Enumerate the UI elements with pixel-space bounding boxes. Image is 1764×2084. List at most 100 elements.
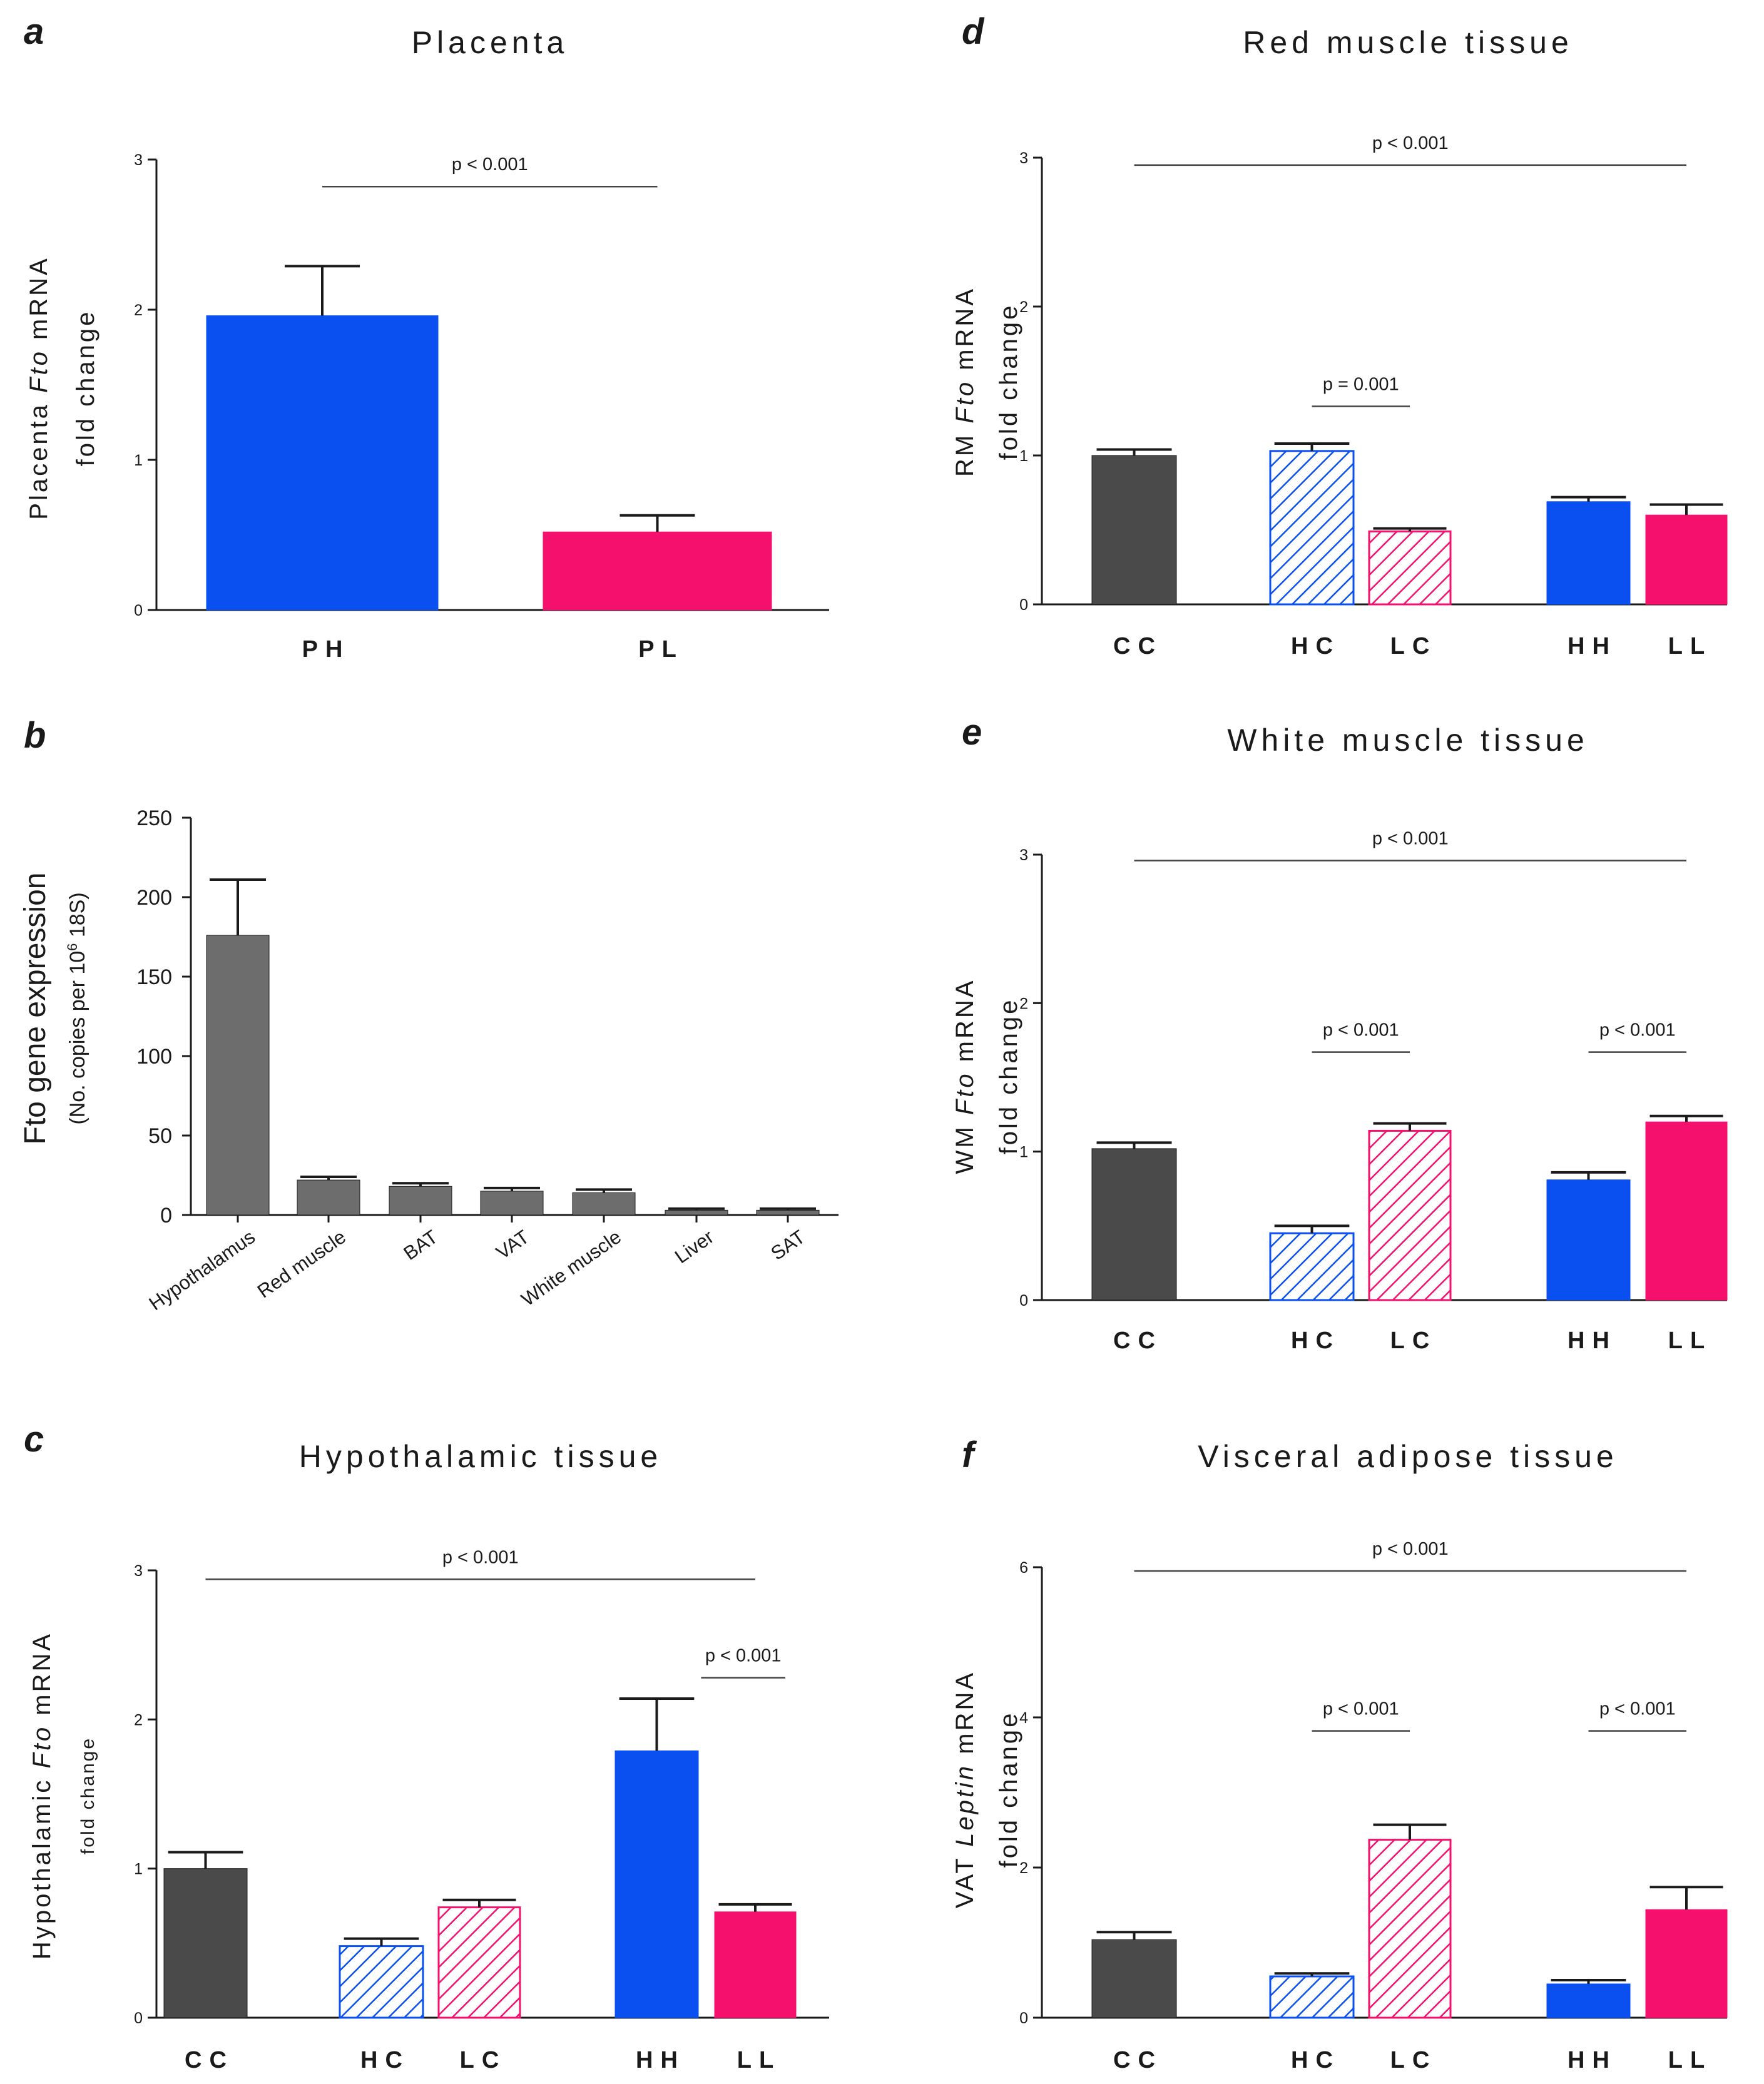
x-tick-label: LL (1668, 633, 1712, 659)
y-axis-label-text: RM (951, 424, 979, 477)
y-tick-label: 100 (136, 1045, 172, 1069)
y-tick-label: 3 (1019, 150, 1028, 167)
y-axis-label-gene: Fto (28, 1725, 56, 1769)
panel-a: a Placenta 0 1 2 3 PH PL p < 0.001 Placenta Fto m… (24, 11, 829, 663)
y-axis-label-units: fold change (78, 1737, 98, 1854)
bar-ll (1645, 514, 1728, 605)
y-tick-label: 1 (134, 452, 143, 469)
y-tick-label: 6 (1019, 1559, 1028, 1577)
panel-letter-e: e (962, 712, 982, 753)
bar-white-muscle (572, 1192, 636, 1216)
x-tick-label: LL (1668, 1328, 1712, 1354)
y-axis-label-text: WM (951, 1115, 979, 1174)
y-tick-label: 4 (1019, 1709, 1028, 1727)
bar-hc (1269, 1975, 1355, 2019)
panel-letter-c: c (24, 1419, 44, 1460)
x-tick-label: CC (1113, 2047, 1163, 2073)
significance-label: p < 0.001 (442, 1547, 519, 1567)
chart-title: White muscle tissue (1227, 723, 1589, 758)
bar-hh (614, 1750, 699, 2018)
x-tick-label: PH (302, 636, 350, 663)
bar-lc (1368, 530, 1452, 606)
x-tick-label: Hypothalamus (145, 1226, 259, 1314)
y-axis-label-units: fold change (72, 310, 99, 467)
y-axis-label: Fto gene expression (19, 873, 52, 1145)
y-tick-label: 2 (1019, 1859, 1028, 1877)
chart-title: Visceral adipose tissue (1198, 1439, 1618, 1474)
y-tick-label: 1 (1019, 447, 1028, 465)
y-tick-label: 2 (1019, 298, 1028, 316)
y-axis-units-exponent: 6 (64, 943, 80, 951)
bar-pl (543, 531, 772, 611)
bar-bat (389, 1186, 452, 1216)
panel-letter-f: f (962, 1435, 977, 1475)
x-tick-label: CC (1113, 1328, 1163, 1354)
y-axis-label-units: fold change (995, 303, 1022, 460)
y-axis-label-text: Hypothalamic (28, 1769, 56, 1959)
y-tick-label: 3 (134, 151, 143, 169)
x-tick-label: HH (1568, 633, 1617, 659)
x-tick-label: LC (1390, 633, 1437, 659)
y-tick-label: 2 (134, 1711, 143, 1729)
bar-hh (1546, 501, 1631, 605)
chart-title: Placenta (412, 25, 569, 60)
panel-letter-a: a (24, 11, 44, 52)
panel-letter-d: d (962, 11, 985, 52)
panel-c: c Hypothalamic tissue 0 1 2 3 CC HC LC HH LL p < 0.… (24, 1419, 829, 2073)
y-axis-label-units: fold change (995, 1711, 1022, 1868)
y-axis-label-gene: Fto (951, 380, 979, 424)
bar-hc (1269, 1232, 1355, 1301)
x-tick-label: White muscle (517, 1226, 625, 1310)
y-tick-label: 0 (1019, 596, 1028, 614)
x-tick-label: PL (638, 636, 684, 663)
x-tick-label: BAT (399, 1226, 442, 1264)
x-tick-label: LL (737, 2047, 781, 2073)
y-axis-label-units: fold change (995, 998, 1022, 1155)
panel-f: f Visceral adipose tissue 0 2 4 6 CC HC LC HH LL p … (951, 1435, 1728, 2073)
chart-title: Red muscle tissue (1243, 25, 1573, 60)
x-tick-label: VAT (492, 1226, 533, 1264)
bar-cc (1091, 1939, 1177, 2018)
significance-label: p < 0.001 (705, 1646, 782, 1666)
bar-hh (1546, 1179, 1631, 1301)
y-tick-label: 2 (1019, 995, 1028, 1012)
y-axis-units-text: (No. copies per 10 (66, 951, 89, 1125)
y-tick-label: 150 (136, 965, 172, 989)
significance-label: p < 0.001 (1599, 1020, 1676, 1040)
y-tick-label: 0 (160, 1204, 172, 1228)
y-axis-label: WM Fto mRNA (951, 978, 979, 1174)
x-tick-label: LC (1390, 2047, 1437, 2073)
x-tick-label: LL (1668, 2047, 1712, 2073)
bar-hypothalamus (206, 935, 270, 1216)
y-tick-label: 3 (1019, 846, 1028, 864)
bar-ph (206, 315, 439, 611)
x-tick-label: HC (1291, 1328, 1340, 1354)
bar-sat (756, 1209, 820, 1216)
bar-ll (1645, 1121, 1728, 1301)
panel-letter-b: b (24, 715, 46, 756)
significance-label: p < 0.001 (452, 155, 528, 175)
y-axis-label-text: mRNA (951, 287, 979, 380)
significance-label: p < 0.001 (1372, 828, 1449, 848)
bar-hc (1269, 450, 1355, 606)
y-tick-label: 2 (134, 302, 143, 319)
significance-label: p < 0.001 (1323, 1020, 1399, 1040)
x-tick-label: LC (1390, 1328, 1437, 1354)
bar-vat (480, 1191, 544, 1216)
bar-cc (163, 1868, 248, 2018)
y-tick-label: 1 (1019, 1144, 1028, 1161)
significance-label: p < 0.001 (1372, 1539, 1449, 1559)
y-axis-label: VAT Leptin mRNA (951, 1670, 979, 1908)
panel-e: e White muscle tissue 0 1 2 3 CC HC LC HH LL p < 0.… (951, 712, 1728, 1354)
x-tick-label: Liver (671, 1226, 718, 1268)
x-tick-label: HH (1568, 2047, 1617, 2073)
y-tick-label: 0 (1019, 1292, 1028, 1309)
x-tick-label: HC (1291, 2047, 1340, 2073)
significance-label: p = 0.001 (1323, 374, 1399, 394)
bar-lc (437, 1906, 521, 2019)
significance-label: p < 0.001 (1599, 1699, 1676, 1719)
y-tick-label: 0 (134, 2010, 143, 2027)
y-tick-label: 250 (136, 806, 172, 830)
chart-title: Hypothalamic tissue (299, 1439, 662, 1474)
